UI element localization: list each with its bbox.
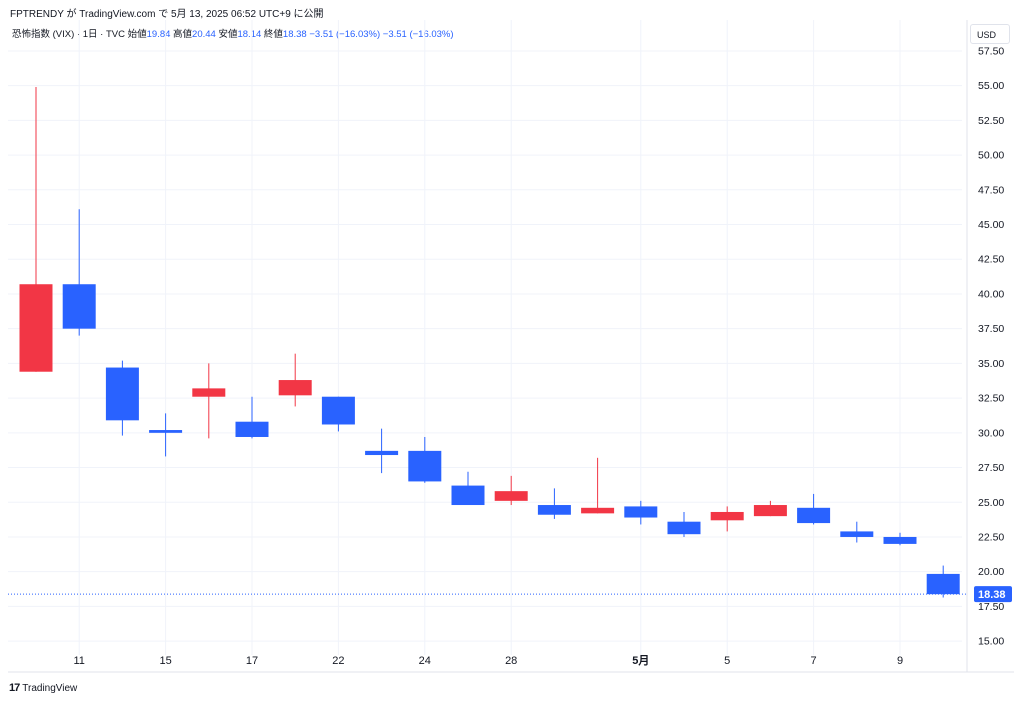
symbol-meta: · 1日 · TVC — [76, 29, 125, 40]
open-label: 始値 — [127, 29, 147, 40]
y-tick-label: 15.00 — [978, 636, 1004, 648]
tradingview-logo-icon: 17 — [9, 682, 20, 694]
candle-body — [624, 506, 658, 518]
close-value: 18.38 — [282, 29, 307, 40]
y-tick-label: 27.50 — [978, 462, 1004, 474]
y-tick-label: 25.00 — [978, 497, 1004, 509]
candle-body — [537, 505, 571, 515]
low-value: 18.14 — [237, 29, 262, 40]
y-tick-label: 35.00 — [978, 358, 1004, 370]
low-label: 安値 — [218, 29, 238, 40]
price-axis[interactable]: 15.00 17.50 20.00 22.50 25.00 27.50 30.00 32.50… — [978, 45, 1004, 647]
candle-body — [581, 507, 615, 514]
y-tick-label: 50.00 — [978, 150, 1004, 162]
open-value: 19.84 — [146, 29, 171, 40]
publish-caption: FPTRENDY が TradingView.com で 5月 13, 2025… — [10, 9, 324, 20]
currency-selector[interactable]: USD — [970, 24, 1010, 44]
candle-body — [19, 284, 53, 372]
x-tick-label: 7 — [811, 655, 817, 667]
y-tick-label: 32.50 — [978, 393, 1004, 405]
candle-body — [667, 521, 701, 535]
x-tick-label: 15 — [159, 655, 171, 667]
x-tick-label: 9 — [897, 655, 903, 667]
candle-body — [926, 573, 960, 595]
candle-body — [753, 505, 787, 517]
y-tick-label: 52.50 — [978, 115, 1004, 127]
candle-body — [710, 511, 744, 521]
candle-body — [365, 450, 399, 456]
candle-body — [883, 536, 917, 544]
candle-body — [278, 380, 312, 396]
candle-body — [494, 491, 528, 501]
y-tick-label: 55.00 — [978, 80, 1004, 92]
x-tick-label: 28 — [505, 655, 517, 667]
high-label: 高値 — [173, 29, 193, 40]
symbol-name[interactable]: 恐怖指数 (VIX) — [12, 29, 75, 40]
candle-body — [62, 284, 96, 329]
candle-body — [451, 485, 485, 506]
y-tick-label: 47.50 — [978, 184, 1004, 196]
last-price-marker: 18.38 — [8, 586, 1012, 603]
x-grid — [78, 20, 901, 655]
change-value: −3.51 (−16.03%) — [309, 29, 381, 40]
y-tick-label: 17.50 — [978, 601, 1004, 613]
x-tick-label: 5月 — [632, 654, 649, 667]
last-price-label: 18.38 — [978, 589, 1006, 601]
x-tick-label: 5 — [724, 655, 730, 667]
symbol-legend: 恐怖指数 (VIX) · 1日 · TVC 始値19.84 高値20.44 安値… — [12, 26, 454, 40]
y-tick-label: 22.50 — [978, 531, 1004, 543]
y-tick-label: 57.50 — [978, 45, 1004, 57]
candle-body — [149, 430, 183, 433]
x-tick-label: 17 — [246, 655, 258, 667]
candle-body — [408, 450, 442, 482]
y-tick-label: 40.00 — [978, 288, 1004, 300]
y-tick-label: 20.00 — [978, 566, 1004, 578]
x-tick-label: 24 — [419, 655, 431, 667]
y-tick-label: 45.00 — [978, 219, 1004, 231]
last-price-badge — [974, 586, 1012, 603]
candle-body — [840, 531, 874, 537]
x-tick-label: 11 — [73, 655, 84, 667]
candle-body — [192, 388, 226, 397]
y-tick-label: 42.50 — [978, 254, 1004, 266]
candle-body — [321, 396, 355, 425]
change-value-2: −3.51 (−16.03%) — [382, 29, 454, 40]
candle-body — [235, 421, 269, 437]
close-label: 終値 — [263, 29, 283, 40]
candles — [19, 87, 960, 598]
grid — [8, 20, 1014, 673]
candle-body — [797, 507, 831, 524]
candle-body — [105, 367, 139, 421]
brand-name: TradingView — [22, 682, 78, 694]
x-tick-label: 22 — [332, 655, 344, 667]
y-tick-label: 30.00 — [978, 427, 1004, 439]
tradingview-brand[interactable]: 17 TradingView — [9, 682, 77, 694]
time-axis[interactable]: 11 15 17 22 24 28 5月 5 7 9 — [73, 654, 903, 667]
high-value: 20.44 — [192, 29, 216, 40]
y-tick-label: 37.50 — [978, 323, 1004, 335]
